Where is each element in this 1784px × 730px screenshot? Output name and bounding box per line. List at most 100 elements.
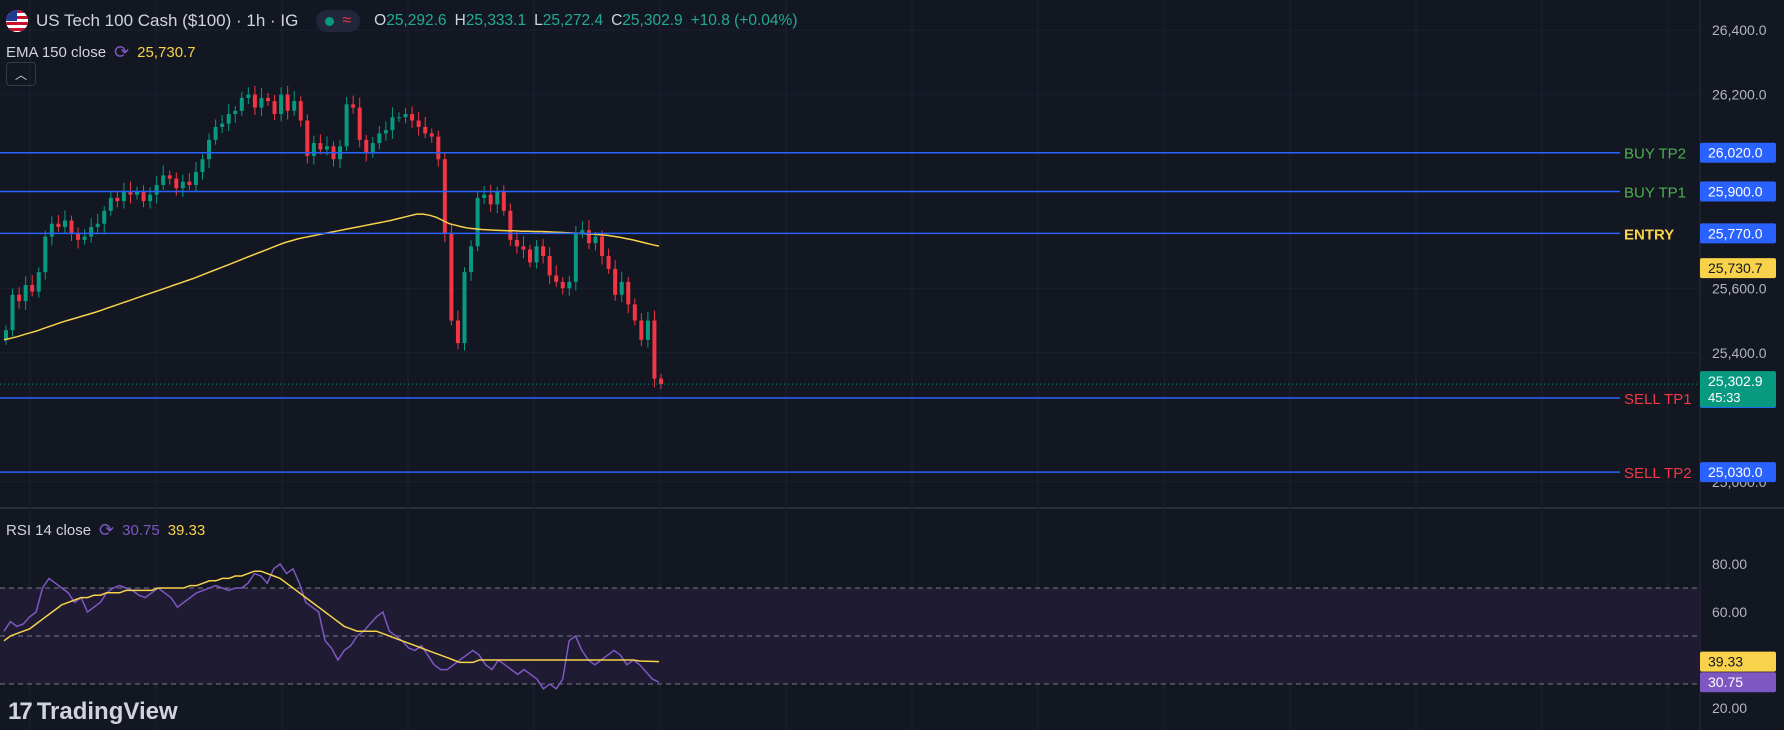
rsi-value-tag-label: 30.75 xyxy=(1708,674,1743,690)
ema-value: 25,730.7 xyxy=(137,44,196,61)
candle-body xyxy=(560,281,565,289)
candle-body xyxy=(462,272,467,344)
candle-body xyxy=(390,117,395,131)
candle-body xyxy=(573,233,578,282)
candle-body xyxy=(403,114,408,118)
candle-body xyxy=(239,97,244,111)
candle-body xyxy=(4,330,8,340)
level-price-tag xyxy=(1700,181,1776,202)
ema-legend[interactable]: EMA 150 close ⟳ 25,730.7 xyxy=(6,42,196,63)
candle-body xyxy=(521,246,526,250)
rsi-value: 30.75 xyxy=(122,522,160,539)
candle-body xyxy=(121,191,126,202)
candle-body xyxy=(76,233,81,240)
rsi-tick-label: 80.00 xyxy=(1712,556,1747,572)
candle-body xyxy=(416,120,421,127)
candle-body xyxy=(488,194,493,205)
candle-body xyxy=(17,294,22,302)
collapse-legend-button[interactable]: ︿ xyxy=(6,62,36,86)
candle-body xyxy=(259,97,264,108)
level-price-tag xyxy=(1700,462,1776,483)
candle-body xyxy=(128,191,133,195)
ohlc-high: H25,333.1 xyxy=(454,12,527,29)
tradingview-brand[interactable]: 17 TradingView xyxy=(8,698,178,726)
ema-price-tag xyxy=(1700,258,1776,279)
candle-body xyxy=(613,268,618,295)
rsi-ma-tag-label: 39.33 xyxy=(1708,654,1743,670)
candle-body xyxy=(298,101,303,121)
candle-body xyxy=(56,223,61,227)
candle-body xyxy=(593,236,598,244)
candle-body xyxy=(377,133,382,144)
candle-body xyxy=(541,246,546,256)
candle-body xyxy=(501,191,506,211)
candle-body xyxy=(23,285,28,302)
countdown-label: 45:33 xyxy=(1708,390,1741,405)
candle-body xyxy=(115,197,120,202)
candle-body xyxy=(272,101,277,115)
candle-body xyxy=(442,159,447,234)
candle-body xyxy=(410,114,415,121)
candle-body xyxy=(311,143,316,156)
approx-icon: ≈ xyxy=(342,12,352,29)
candle-body xyxy=(36,272,41,292)
market-open-dot-icon xyxy=(325,16,335,26)
level-price-tag-label: 25,030.0 xyxy=(1708,464,1763,480)
level-price-tag xyxy=(1700,142,1776,163)
candle-body xyxy=(397,117,401,119)
symbol-title[interactable]: US Tech 100 Cash ($100) · 1h · IG xyxy=(36,11,299,30)
brand-name: TradingView xyxy=(36,698,178,725)
price-tick-label: 26,200.0 xyxy=(1712,87,1767,103)
ema-label: EMA 150 close xyxy=(6,44,107,61)
candle-body xyxy=(213,126,218,140)
candle-body xyxy=(600,236,605,256)
candle-body xyxy=(161,175,166,186)
candle-body xyxy=(108,197,113,211)
candle-body xyxy=(318,143,323,150)
tradingview-logo-icon: 17 xyxy=(8,698,33,725)
candle-body xyxy=(626,281,631,305)
candle-body xyxy=(187,181,192,186)
candle-body xyxy=(154,185,159,195)
price-tick-label: 26,400.0 xyxy=(1712,22,1767,38)
level-price-tag xyxy=(1700,223,1776,244)
candle-body xyxy=(252,94,257,108)
candle-body xyxy=(554,275,559,282)
candle-body xyxy=(436,136,441,160)
candle-body xyxy=(285,94,290,111)
symbol-header[interactable]: US Tech 100 Cash ($100) · 1h · IG ≈ O25,… xyxy=(6,10,797,32)
rsi-settings-icon[interactable]: ⟳ xyxy=(99,520,115,540)
candle-body xyxy=(82,236,87,240)
ema-line xyxy=(3,213,660,341)
market-status-pill[interactable]: ≈ xyxy=(316,10,361,32)
ohlc-open: O25,292.6 xyxy=(374,12,447,29)
candle-body xyxy=(207,139,212,160)
candle-body xyxy=(246,94,251,98)
candle-body xyxy=(279,94,284,115)
candle-body xyxy=(632,304,637,321)
candle-body xyxy=(43,236,48,273)
level-price-tag-label: 25,900.0 xyxy=(1708,183,1763,199)
level-name-label: BUY TP1 xyxy=(1624,184,1686,201)
ema-price-tag-label: 25,730.7 xyxy=(1708,260,1763,276)
candle-body xyxy=(49,223,54,237)
rsi-ma-value: 39.33 xyxy=(167,522,206,539)
candle-body xyxy=(233,110,238,115)
price-tick-label: 25,400.0 xyxy=(1712,345,1767,361)
ema-settings-icon[interactable]: ⟳ xyxy=(114,42,130,62)
rsi-tick-label: 20.00 xyxy=(1712,700,1747,716)
candle-body xyxy=(567,281,572,289)
candle-body xyxy=(534,246,539,263)
candle-body xyxy=(514,239,519,247)
ohlc-close: C25,302.9 xyxy=(611,12,683,29)
candle-body xyxy=(193,172,198,186)
candle-body xyxy=(639,320,644,340)
rsi-legend[interactable]: RSI 14 close ⟳ 30.75 39.33 xyxy=(6,520,205,541)
ohlc-low: L25,272.4 xyxy=(534,12,604,29)
level-name-label: SELL TP1 xyxy=(1624,391,1692,408)
candle-body xyxy=(383,130,388,134)
candle-body xyxy=(606,256,611,269)
level-name-label: SELL TP2 xyxy=(1624,465,1692,482)
candle-body xyxy=(102,210,107,224)
